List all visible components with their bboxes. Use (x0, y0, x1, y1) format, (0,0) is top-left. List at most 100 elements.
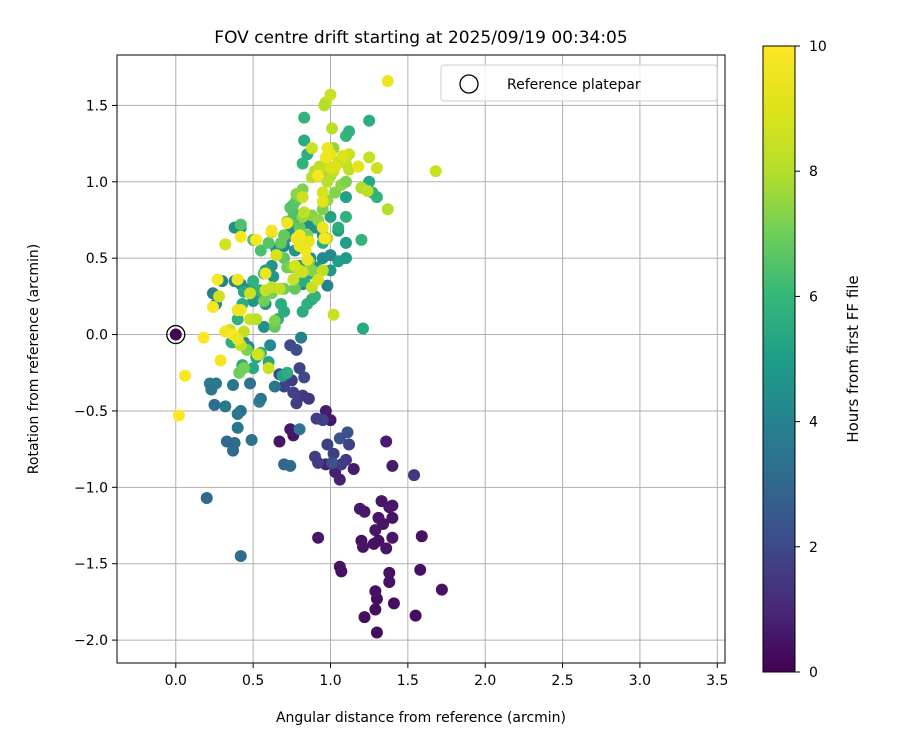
scatter-point (318, 99, 331, 112)
scatter-point (356, 322, 369, 335)
scatter-point (262, 362, 275, 375)
scatter-point (316, 195, 329, 208)
scatter-point (290, 397, 303, 410)
scatter-point (341, 426, 354, 439)
y-tick-label: −0.5 (74, 404, 108, 420)
colorbar-tick-label: 8 (809, 164, 818, 180)
scatter-point (268, 314, 281, 327)
scatter-point (274, 298, 287, 311)
scatter-point (219, 238, 232, 251)
scatter-point (339, 210, 352, 223)
scatter-point (429, 165, 442, 178)
scatter-point (339, 191, 352, 204)
scatter-point (408, 469, 421, 482)
scatter-point (211, 273, 224, 286)
scatter-point (298, 206, 311, 219)
scatter-point (259, 284, 272, 297)
scatter-point (409, 609, 422, 622)
scatter-point (321, 142, 334, 155)
scatter-point (386, 459, 399, 472)
scatter-point (339, 236, 352, 249)
scatter-point (387, 597, 400, 610)
scatter-point (309, 450, 322, 463)
scatter-point (370, 191, 383, 204)
scatter-point (343, 163, 356, 176)
scatter-point (233, 366, 246, 379)
reference-marker-group (166, 324, 186, 345)
scatter-point (234, 218, 247, 231)
scatter-point (316, 186, 329, 199)
scatter-point (284, 459, 297, 472)
scatter-point (293, 423, 306, 436)
y-tick-label: 1.5 (86, 98, 108, 114)
x-tick-label: 1.5 (397, 673, 419, 689)
scatter-point (312, 169, 325, 182)
scatter-point (358, 611, 371, 624)
scatter-point (270, 249, 283, 262)
scatter-point (383, 501, 396, 514)
scatter-point (355, 233, 368, 246)
scatter-point (281, 217, 294, 230)
scatter-point (339, 175, 352, 188)
scatter-point (321, 438, 334, 451)
scatter-point (352, 160, 365, 173)
chart-title: FOV centre drift starting at 2025/09/19 … (214, 28, 627, 48)
scatter-point (312, 273, 325, 286)
scatter-point (231, 313, 244, 326)
x-tick-label: 3.0 (629, 673, 651, 689)
scatter-point (206, 301, 219, 314)
scatter-point (219, 400, 232, 413)
scatter-point (380, 542, 393, 555)
colorbar-tick-label: 0 (809, 665, 818, 681)
scatter-point (435, 583, 448, 596)
scatter-point (363, 151, 376, 164)
colorbar (762, 45, 796, 673)
scatter-point (415, 530, 428, 543)
scatter-point (381, 203, 394, 216)
scatter-point (231, 407, 244, 420)
scatter-point (310, 412, 323, 425)
scatter-point (244, 377, 257, 390)
scatter-point (172, 409, 185, 422)
scatter-point (234, 230, 247, 243)
x-axis-ticks: 0.0 0.5 1.0 1.5 2.0 2.5 3.0 3.5 (165, 663, 728, 689)
colorbar-tick-label: 10 (809, 39, 827, 55)
scatter-point (316, 252, 329, 265)
scatter-point (281, 366, 294, 379)
scatter-point (327, 447, 340, 460)
scatter-point (386, 531, 399, 544)
scatter-point (386, 511, 399, 524)
scatter-point (347, 462, 360, 475)
scatter-point (335, 458, 348, 471)
x-axis-label: Angular distance from reference (arcmin) (276, 710, 566, 726)
scatter-point (264, 339, 277, 352)
scatter-point (343, 125, 356, 138)
scatter-point (210, 377, 223, 390)
scatter-point (318, 232, 331, 245)
scatter-point (200, 492, 213, 505)
scatter-point (257, 294, 270, 307)
y-tick-label: 0.0 (86, 328, 108, 344)
scatter-point (262, 236, 275, 249)
scatter-point (247, 362, 260, 375)
scatter-point (231, 304, 244, 317)
scatter-point (254, 244, 267, 257)
scatter-point (369, 585, 382, 598)
scatter-points (172, 74, 448, 639)
scatter-point (326, 456, 339, 469)
scatter-point (316, 221, 329, 234)
scatter-point (324, 210, 337, 223)
scatter-point (288, 282, 301, 295)
scatter-point (335, 565, 348, 578)
scatter-point (231, 273, 244, 286)
y-tick-label: −1.5 (74, 557, 108, 573)
scatter-point (380, 435, 393, 448)
scatter-point (245, 433, 258, 446)
scatter-point (343, 438, 356, 451)
scatter-point (265, 224, 278, 237)
scatter-point (287, 273, 300, 286)
scatter-point (231, 333, 244, 346)
scatter-point (231, 421, 244, 434)
scatter-point (214, 354, 227, 367)
